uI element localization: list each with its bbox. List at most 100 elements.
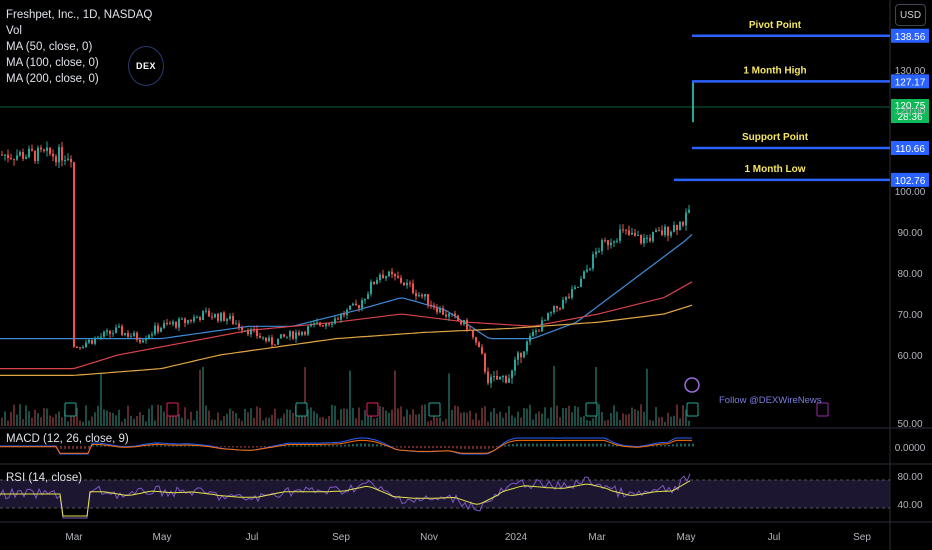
candle-body (241, 327, 243, 331)
macd-histogram-bar (568, 443, 570, 447)
volume-bar (109, 412, 111, 426)
volume-bar (553, 365, 555, 426)
macd-histogram-bar (304, 445, 306, 447)
volume-bar (541, 413, 543, 426)
volume-bar (178, 414, 180, 426)
x-tick-label: Jul (246, 532, 259, 543)
candle-body (496, 376, 498, 380)
volume-bar (10, 411, 12, 426)
candle-body (160, 327, 162, 332)
candle-body (124, 333, 126, 335)
symbol-title[interactable]: Freshpet, Inc., 1D, NASDAQ (6, 9, 153, 21)
volume-bar (376, 417, 378, 426)
macd-histogram-bar (672, 444, 674, 447)
candle-body (58, 147, 60, 163)
macd-histogram-bar (184, 445, 186, 447)
candle-body (583, 271, 585, 279)
candle-body (400, 277, 402, 283)
macd-histogram-bar (268, 446, 270, 447)
earnings-marker (585, 402, 598, 417)
volume-bar (604, 420, 606, 426)
candle-body (517, 352, 519, 360)
volume-bar (478, 420, 480, 426)
candle-body (436, 307, 438, 313)
volume-label[interactable]: Vol (6, 25, 22, 37)
candle-body (367, 294, 369, 300)
volume-bar (571, 412, 573, 426)
candle-body (472, 330, 474, 338)
macd-histogram-bar (160, 445, 162, 447)
volume-bar (628, 413, 630, 426)
volume-bar (55, 414, 57, 426)
earnings-markers[interactable] (64, 377, 829, 417)
candle-body (376, 279, 378, 285)
volume-bar (442, 421, 444, 426)
volume-bar (358, 407, 360, 426)
volume-bar (448, 373, 450, 426)
macd-histogram-bar (240, 446, 242, 448)
macd-histogram-bar (428, 446, 430, 449)
macd-histogram-bar (540, 443, 542, 447)
volume-bar (508, 406, 510, 426)
macd-histogram-bar (292, 445, 294, 447)
macd-histogram-bar (376, 444, 378, 447)
candle-body (13, 158, 15, 160)
support-price-tag (891, 141, 929, 155)
ma100-label[interactable]: MA (100, close, 0) (6, 57, 99, 69)
volume-bar (502, 417, 504, 426)
rsi-ma-line (0, 480, 691, 517)
volume-bar (271, 414, 273, 426)
ma50-label[interactable]: MA (50, close, 0) (6, 41, 93, 53)
macd-histogram-bar (344, 444, 346, 447)
candle-body (40, 147, 42, 150)
volume-bar (328, 416, 330, 426)
earnings-marker (428, 402, 441, 417)
candle-body (322, 325, 324, 327)
volume-bar (661, 416, 663, 426)
macd-histogram-bar (288, 445, 290, 447)
volume-bar (1, 417, 3, 426)
volume-bar (229, 408, 231, 426)
currency-button[interactable]: USD (895, 4, 926, 26)
volume-bar (325, 418, 327, 426)
y-tick-label: 70.00 (897, 310, 922, 321)
volume-bar (151, 404, 153, 426)
candle-body (454, 313, 456, 316)
macd-line (0, 437, 692, 455)
candle-body (94, 337, 96, 344)
time-axis[interactable]: Mar May Jul Sep Nov 2024 Mar May Jul Sep (65, 532, 871, 543)
macd-title[interactable]: MACD (12, 26, close, 9) (6, 433, 129, 445)
low-price-text: 102.76 (895, 176, 926, 187)
volume-bar (226, 413, 228, 426)
candle-body (511, 370, 513, 379)
candle-body (247, 330, 249, 335)
low-price-tag (891, 172, 929, 187)
macd-histogram-bar (148, 445, 150, 447)
volume-bar (547, 418, 549, 426)
rsi-tick-label: 80.00 (897, 472, 922, 483)
candle-body (529, 335, 531, 342)
candle-body (352, 303, 354, 306)
candle-body (313, 323, 315, 325)
candle-body (172, 321, 174, 325)
ma200-label[interactable]: MA (200, close, 0) (6, 73, 99, 85)
macd-histogram-bar (572, 443, 574, 447)
volume-bar (268, 417, 270, 426)
volume-bars (1, 365, 690, 426)
candle-body (562, 299, 564, 309)
candle-body (100, 336, 102, 338)
candle-body (133, 332, 135, 337)
volume-bar (133, 419, 135, 426)
volume-bar (7, 420, 9, 426)
rsi-title[interactable]: RSI (14, close) (6, 472, 83, 484)
volume-bar (496, 413, 498, 426)
volume-bar (610, 413, 612, 426)
candle-body (259, 336, 261, 338)
volume-bar (85, 405, 87, 426)
volume-bar (562, 408, 564, 426)
candle-body (463, 319, 465, 325)
price-axis[interactable]: 130.00 120.00 100.00 90.00 80.00 70.00 60.00 50… (895, 66, 926, 511)
volume-bar (580, 417, 582, 426)
candle-body (574, 287, 576, 290)
